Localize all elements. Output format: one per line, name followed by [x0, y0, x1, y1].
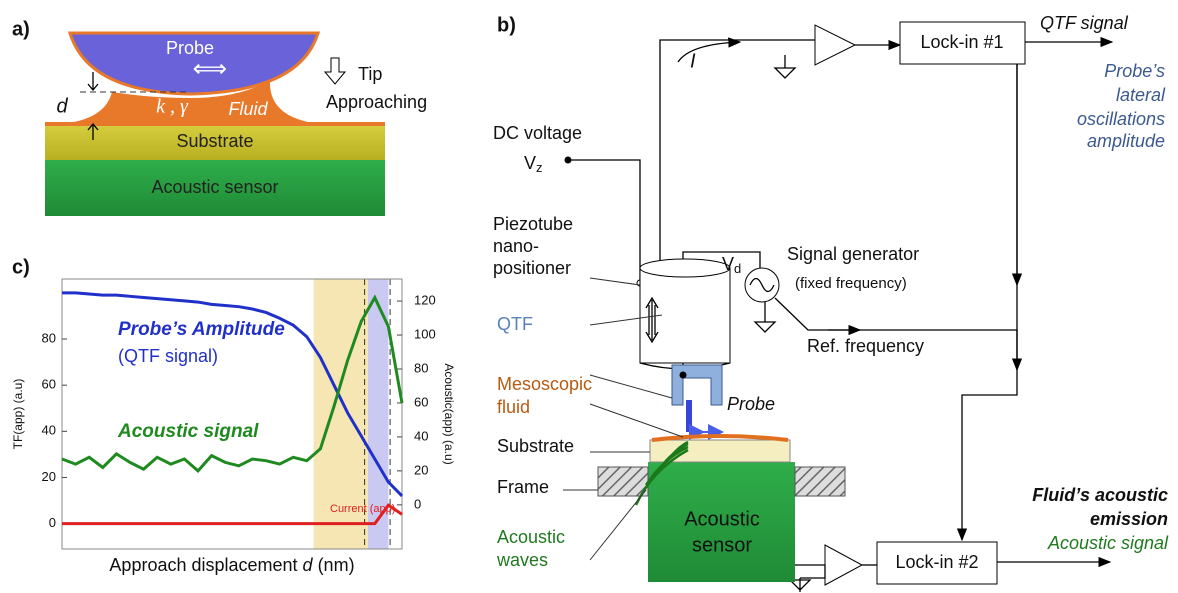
- vd-part: V: [722, 254, 734, 274]
- waves-label: waves: [496, 550, 548, 570]
- y2-tick-label: 60: [414, 394, 428, 409]
- frame: [795, 467, 845, 496]
- fluid-film: [652, 436, 788, 440]
- k-gamma: k , γ: [156, 96, 189, 118]
- series-label: Current (app): [330, 503, 395, 515]
- terminal: [565, 157, 572, 164]
- lateral-text: lateral: [1116, 85, 1166, 105]
- emission-text: emission: [1090, 509, 1168, 529]
- ref-frequency: Ref. frequency: [807, 336, 924, 356]
- y-tick-label: 20: [42, 469, 56, 484]
- d-label: d: [56, 95, 68, 117]
- qtf: [672, 365, 722, 405]
- sensor-label: Acoustic: [684, 508, 760, 530]
- meso-label: fluid: [497, 397, 530, 417]
- ground: [775, 55, 795, 78]
- probe-tip: [686, 400, 692, 432]
- wire: [775, 298, 1017, 330]
- x-title-part: Approach displacement: [109, 555, 302, 575]
- probe-label: Probe: [727, 394, 775, 414]
- meso-label: Mesoscopic: [497, 374, 592, 394]
- piezotube: [640, 268, 730, 363]
- piezo-text: Piezotube: [493, 214, 573, 234]
- panel-c: c) Approach displacement d (nm) TF(app) …: [11, 256, 456, 574]
- panel-label: c): [12, 256, 30, 278]
- frame: [598, 467, 648, 496]
- panel-label: b): [497, 14, 516, 36]
- y-tick-label: 0: [49, 515, 56, 530]
- wire: [568, 160, 640, 283]
- substrate-label: Substrate: [497, 436, 574, 456]
- piezo-text: positioner: [493, 258, 571, 278]
- acoustic-signal: Acoustic signal: [1047, 533, 1169, 553]
- lateral-text: oscillations: [1077, 109, 1165, 129]
- y2-tick-label: 20: [414, 462, 428, 477]
- frame-label: Frame: [497, 477, 549, 497]
- vz-part: z: [536, 160, 543, 175]
- fluid-label: Fluid: [228, 99, 268, 119]
- lateral-text: amplitude: [1087, 131, 1165, 151]
- approach-arrow: [325, 58, 345, 84]
- y2-tick-label: 120: [414, 293, 436, 308]
- piezo-text: nano-: [493, 236, 539, 256]
- amplifier: [825, 545, 862, 585]
- ground: [755, 302, 775, 332]
- y2-axis-title: Acoustic(app) (a.u): [442, 363, 456, 464]
- panel-b: b) I QTF signal Probe’s lateral oscillat…: [493, 13, 1169, 592]
- tip-text: Approaching: [326, 92, 427, 112]
- sensor-label: sensor: [692, 534, 752, 556]
- wire: [962, 62, 1017, 540]
- current-arrow: [678, 42, 740, 62]
- series-label: Probe’s Amplitude: [118, 319, 285, 340]
- signal-generator: Signal generator: [787, 244, 919, 264]
- substrate-label: Substrate: [176, 131, 253, 151]
- x-axis-title: Approach displacement d (nm): [109, 555, 354, 575]
- y-axis-title: TF(app) (a.u): [11, 379, 25, 450]
- amplifier: [815, 25, 855, 65]
- y2-tick-label: 40: [414, 428, 428, 443]
- vz: Vz: [524, 153, 543, 176]
- fixed-frequency: (fixed frequency): [795, 275, 907, 292]
- lockin-label: Lock-in #2: [895, 552, 978, 572]
- terminal: [680, 372, 687, 379]
- y-tick-label: 60: [42, 377, 56, 392]
- y2-tick-label: 0: [414, 496, 421, 511]
- qtf-signal: QTF signal: [1040, 13, 1129, 33]
- qtf-label: QTF: [497, 314, 533, 334]
- piezotube-top: [640, 259, 730, 277]
- panel-a: a) Probe ⟺ k , γ Fluid d Tip Approaching…: [12, 18, 427, 216]
- series-note: (QTF signal): [118, 346, 218, 366]
- vd: Vd: [722, 254, 741, 277]
- series-label: Acoustic signal: [117, 421, 259, 442]
- sensor-label: Acoustic sensor: [151, 177, 278, 197]
- lockin-label: Lock-in #1: [920, 32, 1003, 52]
- waves-label: Acoustic: [497, 527, 565, 547]
- emission-text: Fluid’s acoustic: [1032, 485, 1168, 505]
- wire: [795, 565, 825, 578]
- x-title-part: (nm): [313, 555, 355, 575]
- vd-part: d: [734, 261, 741, 276]
- y-tick-label: 40: [42, 423, 56, 438]
- y2-tick-label: 80: [414, 360, 428, 375]
- oscillation-arrow: ⟺: [193, 55, 227, 82]
- y2-tick-label: 100: [414, 326, 436, 341]
- lateral-text: Probe’s: [1104, 61, 1165, 81]
- y-tick-label: 80: [42, 330, 56, 345]
- panel-label: a): [12, 18, 30, 40]
- current-label: I: [690, 50, 696, 72]
- tip-text: Tip: [358, 64, 382, 84]
- vz-part: V: [524, 153, 536, 173]
- figure: a) Probe ⟺ k , γ Fluid d Tip Approaching…: [0, 0, 1178, 593]
- dc-voltage: DC voltage: [493, 123, 582, 143]
